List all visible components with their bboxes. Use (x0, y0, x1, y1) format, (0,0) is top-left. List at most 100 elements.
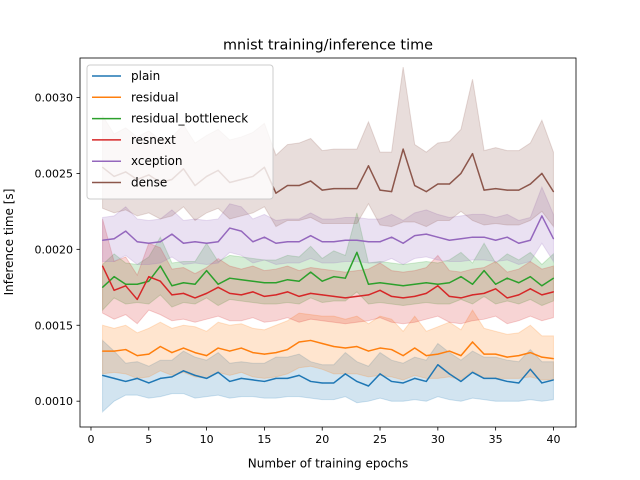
data-point-residual (495, 353, 497, 355)
data-point-dense (460, 172, 462, 175)
data-point-resnext (275, 294, 277, 296)
data-point-xception (125, 230, 127, 232)
data-point-resnext (125, 285, 127, 287)
data-point-xception (518, 242, 520, 244)
data-point-resnext (171, 294, 173, 296)
data-point-dense (344, 187, 346, 190)
data-point-plain (298, 374, 300, 376)
x-tick-label: 35 (489, 433, 503, 446)
data-point-plain (229, 380, 231, 383)
data-point-residual (310, 339, 312, 342)
data-point-plain (506, 380, 508, 383)
data-point-xception (113, 238, 115, 240)
data-point-resnext (495, 288, 497, 290)
data-point-residual (217, 347, 219, 349)
data-point-plain (390, 380, 393, 383)
x-tick-label: 5 (145, 433, 152, 446)
data-point-resnext (148, 276, 150, 278)
data-point-plain (136, 377, 138, 380)
data-point-xception (529, 239, 531, 241)
data-point-plain (414, 377, 416, 380)
data-point-residual (541, 356, 543, 358)
data-point-plain (113, 377, 115, 380)
data-point-residual-bottleneck (425, 282, 427, 284)
legend-label-xception: xception (131, 154, 182, 168)
data-point-residual-bottleneck (298, 280, 300, 282)
data-point-dense (390, 191, 393, 193)
data-point-residual (552, 358, 555, 360)
legend-label-dense: dense (131, 176, 167, 190)
data-point-residual (437, 353, 439, 355)
data-point-plain (148, 382, 150, 384)
data-point-residual-bottleneck (252, 280, 254, 282)
data-point-resnext (217, 286, 219, 288)
chart-title: mnist training/inference time (223, 38, 433, 54)
data-point-resnext (298, 295, 300, 298)
legend-box (86, 64, 274, 200)
data-point-resnext (471, 294, 474, 296)
data-point-plain (333, 382, 335, 384)
legend-label-residual-bottleneck: residual_bottleneck (131, 112, 248, 126)
data-point-resnext (194, 297, 196, 299)
data-point-dense (356, 187, 358, 190)
x-tick-label: 25 (373, 433, 387, 446)
data-point-residual-bottleneck (263, 282, 266, 284)
data-point-residual-bottleneck (148, 280, 150, 282)
data-point-plain (125, 380, 127, 383)
data-point-residual-bottleneck (552, 277, 555, 279)
data-point-xception (483, 236, 485, 238)
data-point-residual (483, 353, 485, 355)
legend-label-plain: plain (131, 69, 160, 83)
data-point-residual-bottleneck (101, 286, 104, 288)
data-point-dense (437, 183, 439, 185)
data-point-plain (367, 385, 370, 387)
data-point-resnext (263, 295, 266, 298)
data-point-residual-bottleneck (437, 283, 439, 285)
data-point-residual (356, 345, 358, 348)
series-line-xception (102, 215, 555, 245)
data-point-dense (529, 183, 531, 185)
data-point-xception (310, 235, 312, 237)
data-point-dense (448, 183, 450, 185)
legend-label-residual: residual (131, 90, 179, 104)
series-line-resnext (101, 265, 554, 301)
data-point-residual-bottleneck (495, 283, 497, 285)
data-point-residual-bottleneck (483, 269, 485, 272)
data-point-resnext (541, 294, 543, 296)
data-point-dense (310, 180, 312, 182)
data-point-residual (229, 350, 231, 352)
data-point-xception (298, 241, 300, 243)
data-point-plain (252, 379, 254, 381)
data-point-plain (425, 380, 427, 383)
data-point-residual-bottleneck (194, 283, 196, 285)
data-point-residual (425, 355, 427, 357)
y-tick-label: 0.0010 (35, 395, 74, 408)
data-point-xception (437, 236, 439, 238)
data-point-xception (101, 239, 104, 241)
plot-frame (79, 57, 577, 428)
data-point-plain (541, 382, 543, 384)
data-point-plain (483, 377, 485, 380)
data-point-plain (379, 373, 381, 375)
data-point-residual-bottleneck (275, 282, 277, 284)
x-tick-label: 30 (431, 433, 445, 446)
data-point-plain (321, 382, 323, 384)
data-point-dense (367, 165, 370, 167)
data-point-xception (159, 241, 161, 243)
data-point-resnext (518, 294, 520, 296)
data-point-xception (460, 238, 462, 240)
x-tick-label: 40 (546, 433, 560, 446)
data-point-plain (471, 371, 474, 373)
band-residual-bottleneck (102, 212, 554, 312)
data-point-xception (356, 239, 358, 241)
x-tick-label: 0 (87, 433, 94, 446)
band-resnext (102, 218, 554, 325)
y-tick-label: 0.0025 (35, 167, 74, 180)
data-point-residual (263, 353, 266, 355)
data-point-dense (321, 189, 323, 191)
data-point-resnext (344, 297, 346, 299)
data-point-residual-bottleneck (367, 283, 370, 285)
data-point-plain (171, 376, 173, 378)
data-point-dense (275, 192, 277, 194)
